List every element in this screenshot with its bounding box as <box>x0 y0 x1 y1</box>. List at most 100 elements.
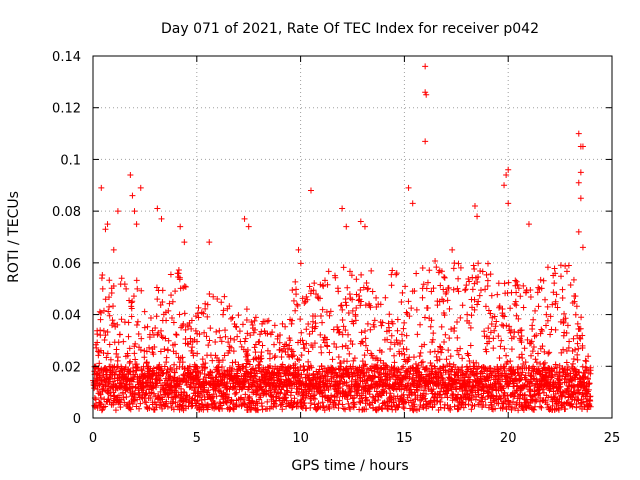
data-point <box>157 377 164 384</box>
data-point <box>163 370 170 377</box>
data-point <box>110 364 117 371</box>
data-point <box>271 341 278 348</box>
data-point <box>345 309 352 316</box>
data-point <box>375 397 382 404</box>
data-point <box>441 274 448 281</box>
data-point <box>551 265 558 272</box>
data-point <box>450 265 457 272</box>
data-point <box>106 277 113 284</box>
data-point <box>332 402 339 409</box>
data-point <box>198 309 205 316</box>
data-point <box>144 323 151 330</box>
data-point <box>483 348 490 355</box>
data-point <box>319 368 326 375</box>
data-point <box>539 343 546 350</box>
data-point <box>499 312 506 319</box>
data-point <box>409 200 416 207</box>
data-point <box>477 380 484 387</box>
data-point <box>571 388 578 395</box>
data-point <box>318 349 325 356</box>
data-point <box>339 343 346 350</box>
data-point <box>533 359 540 366</box>
data-point <box>387 345 394 352</box>
data-point <box>299 337 306 344</box>
data-point <box>334 285 341 292</box>
data-point <box>446 305 453 312</box>
data-point <box>572 293 579 300</box>
data-point <box>219 357 226 364</box>
data-point <box>317 404 324 411</box>
data-point <box>218 299 225 306</box>
x-tick-label: 20 <box>500 431 517 446</box>
data-point <box>256 361 263 368</box>
data-point <box>289 404 296 411</box>
data-point <box>328 392 335 399</box>
data-point <box>209 369 216 376</box>
data-point <box>538 404 545 411</box>
data-point <box>530 316 537 323</box>
data-point <box>581 370 588 377</box>
data-point <box>300 341 307 348</box>
data-point <box>366 402 373 409</box>
data-point <box>559 295 566 302</box>
data-point <box>448 326 455 333</box>
data-point <box>496 303 503 310</box>
data-point <box>325 268 332 275</box>
data-point <box>296 356 303 363</box>
data-point <box>570 335 577 342</box>
data-point <box>250 329 257 336</box>
data-point <box>445 405 452 412</box>
data-point <box>421 314 428 321</box>
data-point <box>248 404 255 411</box>
data-point <box>361 362 368 369</box>
data-point <box>181 239 188 246</box>
data-point <box>102 332 109 339</box>
data-point <box>495 280 502 287</box>
data-point <box>477 268 484 275</box>
data-point <box>162 402 169 409</box>
data-point <box>512 277 519 284</box>
data-point <box>118 275 125 282</box>
data-point <box>587 367 594 374</box>
data-point <box>529 348 536 355</box>
data-point <box>233 389 240 396</box>
data-point <box>427 371 434 378</box>
data-point <box>419 394 426 401</box>
data-point <box>349 296 356 303</box>
data-point <box>437 404 444 411</box>
data-point <box>349 341 356 348</box>
data-point <box>375 369 382 376</box>
data-point <box>152 325 159 332</box>
data-point <box>577 325 584 332</box>
data-point <box>295 246 302 253</box>
data-point <box>447 406 454 413</box>
data-point <box>166 373 173 380</box>
data-point <box>194 338 201 345</box>
data-point <box>138 366 145 373</box>
data-point <box>308 387 315 394</box>
data-point <box>555 398 562 405</box>
data-point <box>570 389 577 396</box>
data-point <box>289 287 296 294</box>
data-point <box>420 387 427 394</box>
data-point <box>501 345 508 352</box>
data-point <box>295 370 302 377</box>
data-point <box>259 406 266 413</box>
data-point <box>387 390 394 397</box>
data-point <box>308 364 315 371</box>
data-point <box>278 373 285 380</box>
data-point <box>474 278 481 285</box>
data-point <box>143 399 150 406</box>
data-point <box>371 317 378 324</box>
data-point <box>106 312 113 319</box>
data-point <box>364 320 371 327</box>
data-point <box>586 380 593 387</box>
data-point <box>490 345 497 352</box>
data-point <box>461 376 468 383</box>
data-point <box>584 375 591 382</box>
data-point <box>582 357 589 364</box>
data-point <box>548 374 555 381</box>
data-point <box>310 392 317 399</box>
data-point <box>267 362 274 369</box>
data-point <box>254 400 261 407</box>
